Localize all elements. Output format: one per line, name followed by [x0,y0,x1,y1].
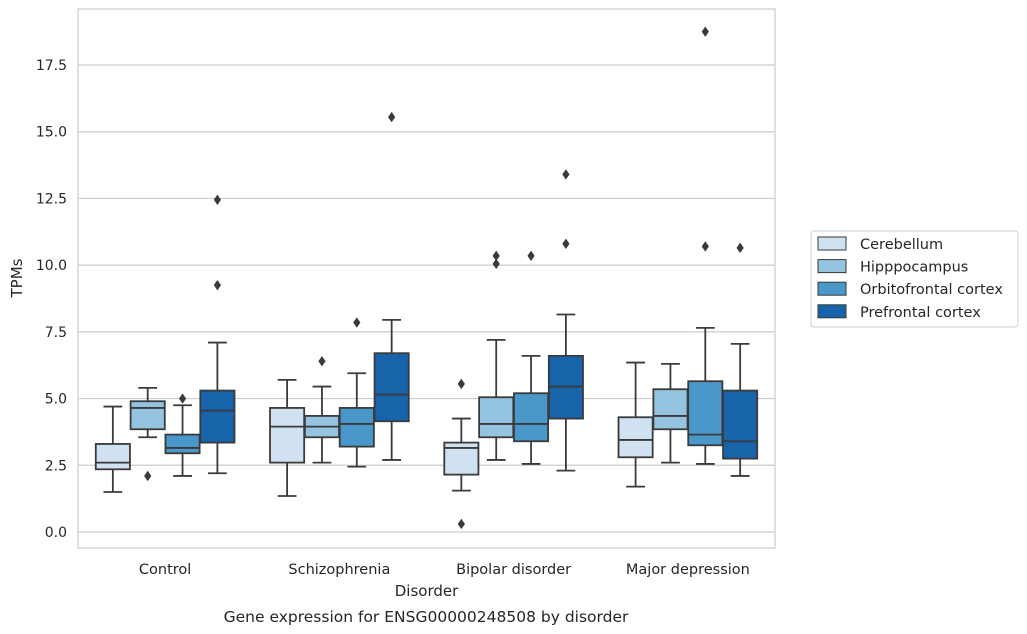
outlier-point [178,393,187,404]
y-tick-label: 5.0 [45,392,67,408]
legend: Cerebellum Hipppocampus Orbitofrontal cort… [810,230,1019,328]
box-iqr [373,352,410,423]
box-iqr [478,396,515,439]
box-prefrontal-cortex [373,111,410,461]
legend-label: Cerebellum [860,237,943,253]
outlier-point [562,169,570,180]
legend-label: Orbitofrontal cortex [860,282,1003,298]
box-prefrontal-cortex [722,242,759,477]
legend-swatch [817,236,847,251]
box-orbitofrontal-cortex [513,250,550,465]
y-tick-labels: 0.0 2.5 5.0 7.5 10.0 12.5 15.0 17.5 [36,58,67,541]
y-tick-label: 15.0 [36,125,67,141]
box-iqr [129,400,166,431]
outlier-point [144,470,152,482]
box-hipppocampus [303,356,340,464]
box-iqr [513,392,550,443]
box-hipppocampus [652,362,689,464]
outlier-point [736,242,744,254]
box-prefrontal-cortex [199,194,236,475]
outlier-point [318,356,326,367]
box-cerebellum [617,361,654,488]
outlier-point [701,26,709,37]
legend-swatch [817,304,847,319]
legend-label: Hipppocampus [860,260,968,276]
box-iqr [722,389,759,460]
x-tick-label: Bipolar disorder [456,562,571,578]
box-hipppocampus [478,250,515,461]
legend-swatch [817,281,847,296]
y-tick-label: 17.5 [36,58,67,74]
box-iqr [617,416,654,459]
box-hipppocampus [129,387,166,482]
outlier-point [492,250,500,262]
outlier-point [213,279,221,291]
y-tick-label: 10.0 [36,258,67,274]
y-axis-label: TPMs [8,258,26,298]
box-cerebellum [269,378,306,497]
box-orbitofrontal-cortex [687,26,724,465]
outlier-point [562,238,570,250]
legend-swatch [817,259,847,274]
chart-caption: Gene expression for ENSG00000248508 by d… [224,608,629,626]
x-tick-label: Major depression [626,562,750,578]
box-orbitofrontal-cortex [164,393,201,477]
y-tick-label: 7.5 [45,325,67,341]
outlier-point [213,194,221,205]
box-cerebellum [443,378,480,530]
grid-lines [78,64,775,533]
box-iqr [687,380,724,447]
box-iqr [164,433,201,455]
y-tick-label: 2.5 [45,458,67,474]
legend-frame [810,230,1019,328]
outlier-point [388,111,396,123]
box-iqr [269,407,306,464]
outlier-point [353,317,361,328]
box-plots [94,26,759,530]
box-iqr [94,443,131,471]
box-cerebellum [94,405,131,493]
outlier-point [457,378,465,390]
y-tick-label: 0.0 [45,525,67,541]
x-tick-labels: Control Schizophrenia Bipolar disorder Majo… [139,562,750,578]
box-iqr [652,388,689,431]
x-tick-label: Schizophrenia [288,562,390,578]
outlier-point [457,518,465,530]
box-orbitofrontal-cortex [338,317,375,468]
y-tick-label: 12.5 [36,191,67,207]
x-axis-label: Disorder [395,582,459,600]
plot-frame [77,8,776,549]
outlier-point [527,250,535,262]
outlier-point [492,258,500,270]
outlier-point [701,241,709,252]
legend-label: Prefrontal cortex [860,305,981,321]
box-iqr [199,389,236,444]
box-prefrontal-cortex [547,169,584,472]
x-tick-label: Control [139,562,191,578]
box-iqr [338,407,375,448]
